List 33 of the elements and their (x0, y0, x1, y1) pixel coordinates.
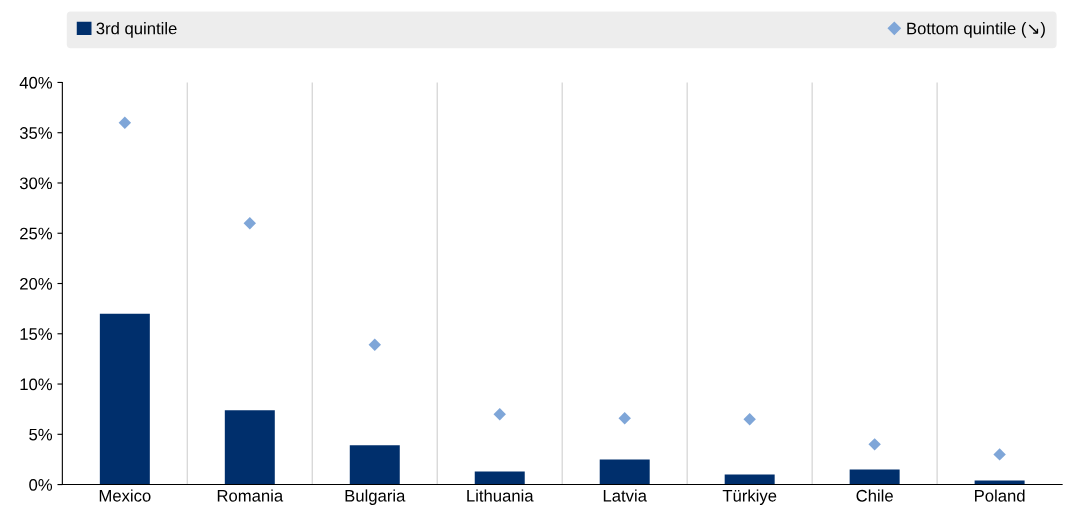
bar (99, 313, 150, 485)
legend-label: 3rd quintile (96, 22, 177, 38)
y-tick-label: 15% (20, 328, 53, 340)
y-tick-label: 20% (20, 277, 53, 290)
x-tick-label: Chile (856, 489, 893, 502)
point (493, 407, 506, 421)
x-tick-label: Bulgaria (345, 489, 406, 505)
x-tick-label: Lithuania (467, 489, 534, 502)
bar (349, 445, 400, 485)
y-tick-label: 35% (19, 127, 53, 139)
x-tick-label: Mexico (99, 489, 151, 502)
x-tick-label: Poland (975, 489, 1025, 502)
legend-label: Bottom quintile (↘) (907, 22, 1045, 38)
point (618, 412, 631, 425)
point (743, 413, 756, 426)
bar (474, 471, 525, 485)
point (243, 216, 257, 230)
y-tick-label: 40% (19, 76, 53, 89)
x-tick-label: Latvia (603, 489, 647, 502)
x-tick-label: Türkiye (722, 489, 777, 505)
y-tick-label: 30% (19, 177, 53, 190)
point (368, 338, 381, 352)
y-tick-label: 25% (20, 227, 53, 240)
point (993, 448, 1006, 461)
x-tick-label: Romania (217, 489, 284, 502)
bar (599, 459, 650, 485)
y-tick-label: 10% (20, 378, 53, 391)
point (118, 116, 132, 129)
y-tick-label: 0% (29, 478, 53, 491)
point (868, 438, 881, 451)
y-tick-label: 5% (29, 428, 53, 441)
bar (849, 469, 900, 485)
bar (224, 410, 275, 485)
